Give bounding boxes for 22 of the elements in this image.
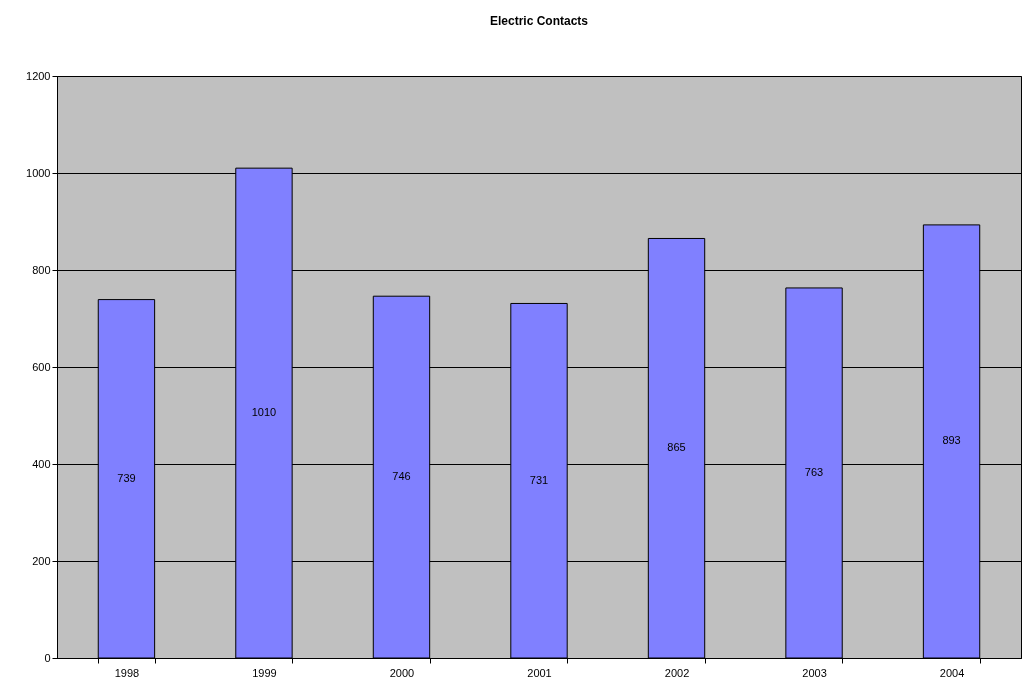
y-tick-label: 200 — [32, 554, 51, 567]
x-tick-label: 2002 — [664, 666, 690, 679]
data-label: 865 — [667, 441, 686, 454]
x-tick-label: 1998 — [114, 666, 140, 679]
data-label: 739 — [117, 471, 136, 484]
data-label: 1010 — [251, 406, 277, 419]
y-tick-label: 600 — [32, 360, 51, 373]
data-label: 893 — [942, 434, 961, 447]
chart-title: Electric Contacts — [489, 14, 589, 28]
y-tick-label: 1200 — [26, 69, 51, 82]
y-tick-label: 400 — [32, 457, 51, 470]
data-label: 763 — [804, 465, 824, 478]
y-tick-label: 0 — [44, 651, 51, 664]
y-tick-label: 1000 — [26, 166, 51, 179]
data-label: 731 — [529, 473, 549, 486]
x-tick-label: 2000 — [389, 666, 415, 679]
x-tick-label: 1999 — [252, 666, 277, 679]
x-tick-label: 2003 — [802, 666, 827, 679]
x-tick-label: 2004 — [939, 666, 965, 679]
data-label: 746 — [392, 470, 411, 483]
x-tick-label: 2001 — [527, 666, 552, 679]
y-tick-label: 800 — [32, 263, 51, 276]
